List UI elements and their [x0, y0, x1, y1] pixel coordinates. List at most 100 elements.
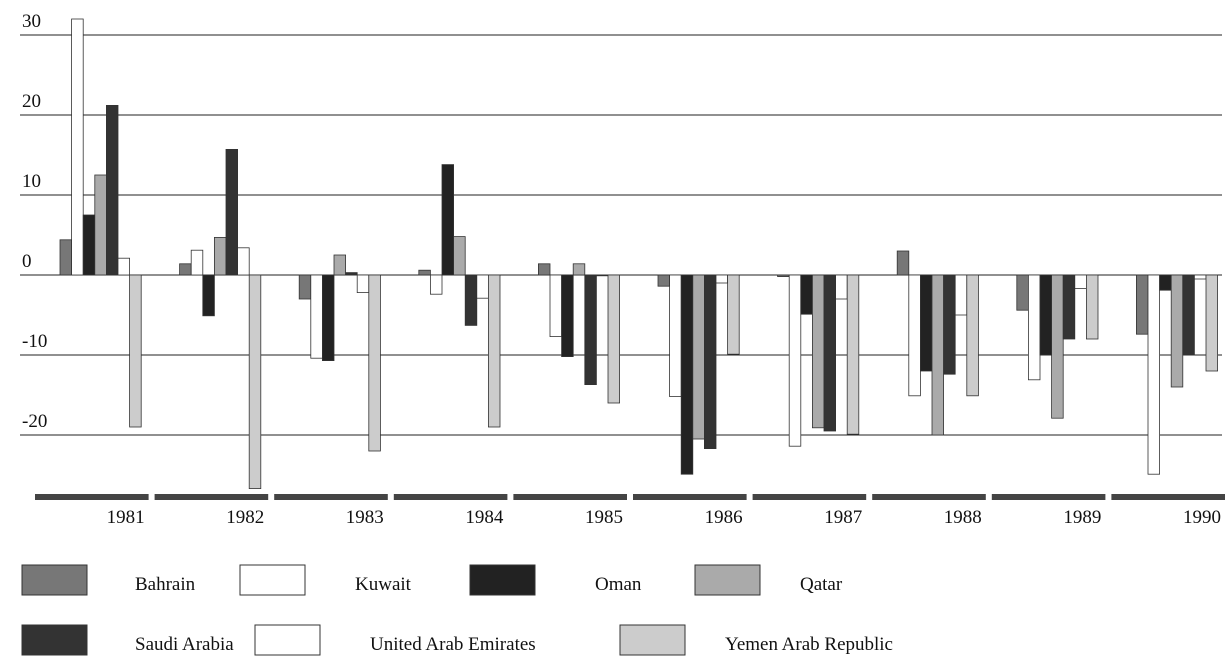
legend-swatch	[469, 564, 536, 596]
bar	[345, 272, 358, 276]
x-tick-label: 1985	[585, 507, 623, 528]
y-tick-label: -20	[22, 411, 47, 432]
bar	[943, 274, 956, 375]
legend-label: Yemen Arab Republic	[725, 634, 893, 655]
bar	[464, 274, 478, 326]
bar	[1028, 274, 1041, 381]
bar	[59, 239, 73, 276]
legend-label: Saudi Arabia	[135, 634, 234, 655]
bar	[476, 274, 489, 299]
y-tick-label: 10	[22, 171, 41, 192]
bar	[117, 257, 131, 276]
axis-band	[513, 494, 627, 500]
axis-band	[991, 494, 1106, 500]
bar	[966, 274, 979, 397]
y-tick-label: 30	[22, 11, 41, 32]
x-tick-label: 1989	[1063, 507, 1101, 528]
bar	[453, 236, 466, 276]
axis-band	[872, 494, 986, 500]
legend-swatch	[619, 624, 686, 656]
bar	[321, 274, 335, 361]
bar	[835, 274, 848, 300]
bar	[94, 174, 107, 276]
x-tick-label: 1988	[944, 507, 982, 528]
bar	[657, 274, 671, 287]
bar	[1194, 274, 1207, 280]
bar	[704, 274, 717, 450]
legend-label: Kuwait	[355, 574, 412, 595]
bar	[202, 274, 215, 317]
bar	[310, 274, 323, 359]
bar	[225, 148, 239, 276]
bar	[800, 274, 813, 315]
bar	[368, 274, 381, 452]
bar	[669, 274, 682, 397]
axis-band	[393, 494, 508, 500]
legend-label: United Arab Emirates	[370, 634, 536, 655]
bar	[777, 274, 790, 278]
bar	[954, 274, 968, 316]
x-tick-label: 1987	[824, 507, 862, 528]
legend-label: Oman	[595, 574, 642, 595]
bar	[572, 263, 586, 276]
bar	[429, 274, 443, 295]
bar	[584, 274, 597, 385]
bar	[129, 274, 142, 428]
bar	[1205, 274, 1219, 372]
y-tick-label: 20	[22, 91, 41, 112]
bar	[441, 164, 455, 276]
bar	[1159, 274, 1172, 291]
bar	[1051, 274, 1064, 419]
x-tick-label: 1982	[226, 507, 264, 528]
axis-band	[1111, 494, 1225, 500]
bar	[248, 274, 262, 490]
axis-band	[633, 494, 747, 500]
bar	[931, 274, 945, 436]
bar	[1182, 274, 1195, 356]
y-tick-label: 0	[22, 251, 32, 272]
bar	[1062, 274, 1076, 340]
axis-band	[274, 494, 388, 500]
axis-band	[154, 494, 269, 500]
x-tick-label: 1983	[346, 507, 384, 528]
bar	[846, 274, 860, 435]
bar	[1039, 274, 1053, 356]
legend-swatch	[21, 624, 88, 656]
bar	[896, 250, 910, 276]
bar	[727, 274, 740, 355]
bar	[1136, 274, 1149, 335]
bar	[607, 274, 621, 404]
bar	[549, 274, 563, 337]
bar	[561, 274, 574, 357]
bar	[1016, 274, 1029, 311]
bar	[823, 274, 837, 432]
legend-label: Qatar	[800, 574, 843, 595]
bar	[71, 18, 84, 276]
bar	[788, 274, 802, 447]
legend-label: Bahrain	[135, 574, 196, 595]
bar	[213, 236, 227, 276]
legend-swatch	[694, 564, 761, 596]
axis-band	[35, 494, 149, 500]
x-tick-label: 1981	[107, 507, 145, 528]
bar	[237, 247, 250, 276]
bar	[596, 274, 609, 277]
bar	[715, 274, 729, 284]
bar	[1086, 274, 1099, 340]
bar	[908, 274, 921, 397]
bar	[812, 274, 825, 429]
bar	[692, 274, 705, 440]
bar	[418, 269, 431, 276]
bar	[333, 254, 347, 276]
y-tick-label: -10	[22, 331, 47, 352]
bar	[179, 263, 192, 276]
bar	[487, 274, 501, 428]
x-tick-label: 1990	[1183, 507, 1221, 528]
legend-swatch	[254, 624, 321, 656]
bar	[920, 274, 933, 372]
legend-swatch	[239, 564, 306, 596]
bar	[298, 274, 312, 300]
bar	[680, 274, 694, 475]
bar	[538, 263, 551, 276]
